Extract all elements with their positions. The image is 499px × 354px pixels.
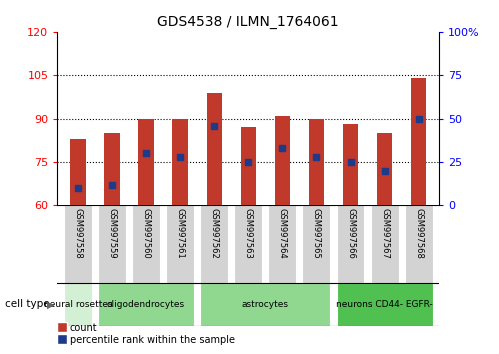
Point (108, 182, 116, 187)
Bar (166, 205, 194, 283)
Bar (309, 119, 324, 205)
Point (415, 116, 423, 121)
Bar (336, 205, 364, 283)
Text: GSM997567: GSM997567 (380, 208, 389, 258)
Text: GSM997564: GSM997564 (278, 208, 287, 258)
Bar (343, 124, 358, 205)
Point (74, 185, 82, 191)
Text: GSM997561: GSM997561 (176, 208, 185, 258)
Point (244, 159, 252, 165)
Bar (70, 139, 85, 205)
Text: GSM997558: GSM997558 (73, 208, 82, 258)
Text: GSM997568: GSM997568 (414, 208, 423, 258)
Bar (405, 205, 433, 283)
Bar (104, 133, 120, 205)
Text: GSM997565: GSM997565 (312, 208, 321, 258)
Point (312, 154, 320, 160)
Text: neurons CD44- EGFR-: neurons CD44- EGFR- (336, 300, 433, 309)
Bar (268, 205, 296, 283)
Text: GSM997559: GSM997559 (107, 208, 116, 258)
Bar (132, 205, 160, 283)
Bar (411, 78, 426, 205)
Point (176, 154, 184, 160)
Bar (371, 205, 399, 283)
Bar (173, 119, 188, 205)
Legend: count, percentile rank within the sample: count, percentile rank within the sample (57, 322, 236, 346)
Point (346, 159, 354, 165)
Bar (274, 116, 290, 205)
Text: GSM997566: GSM997566 (346, 208, 355, 258)
Text: GSM997560: GSM997560 (142, 208, 151, 258)
Bar (64, 205, 92, 283)
Bar (207, 93, 222, 205)
Title: GDS4538 / ILMN_1764061: GDS4538 / ILMN_1764061 (158, 16, 339, 29)
Bar (336, 283, 433, 326)
Text: ▶: ▶ (47, 299, 55, 309)
Text: GSM997563: GSM997563 (244, 208, 253, 258)
Bar (200, 205, 228, 283)
Text: neural rosettes: neural rosettes (43, 300, 112, 309)
Text: oligodendrocytes: oligodendrocytes (107, 300, 185, 309)
Bar (98, 283, 194, 326)
Point (210, 123, 218, 129)
Bar (200, 283, 330, 326)
Text: GSM997562: GSM997562 (210, 208, 219, 258)
Bar (241, 127, 256, 205)
Bar (377, 133, 392, 205)
Bar (138, 119, 154, 205)
Bar (98, 205, 126, 283)
Text: astrocytes: astrocytes (242, 300, 289, 309)
Point (142, 150, 150, 156)
Bar (234, 205, 262, 283)
Text: cell type: cell type (5, 299, 49, 309)
Bar (302, 205, 330, 283)
Bar (64, 283, 92, 326)
Point (381, 168, 389, 173)
Point (278, 145, 286, 151)
